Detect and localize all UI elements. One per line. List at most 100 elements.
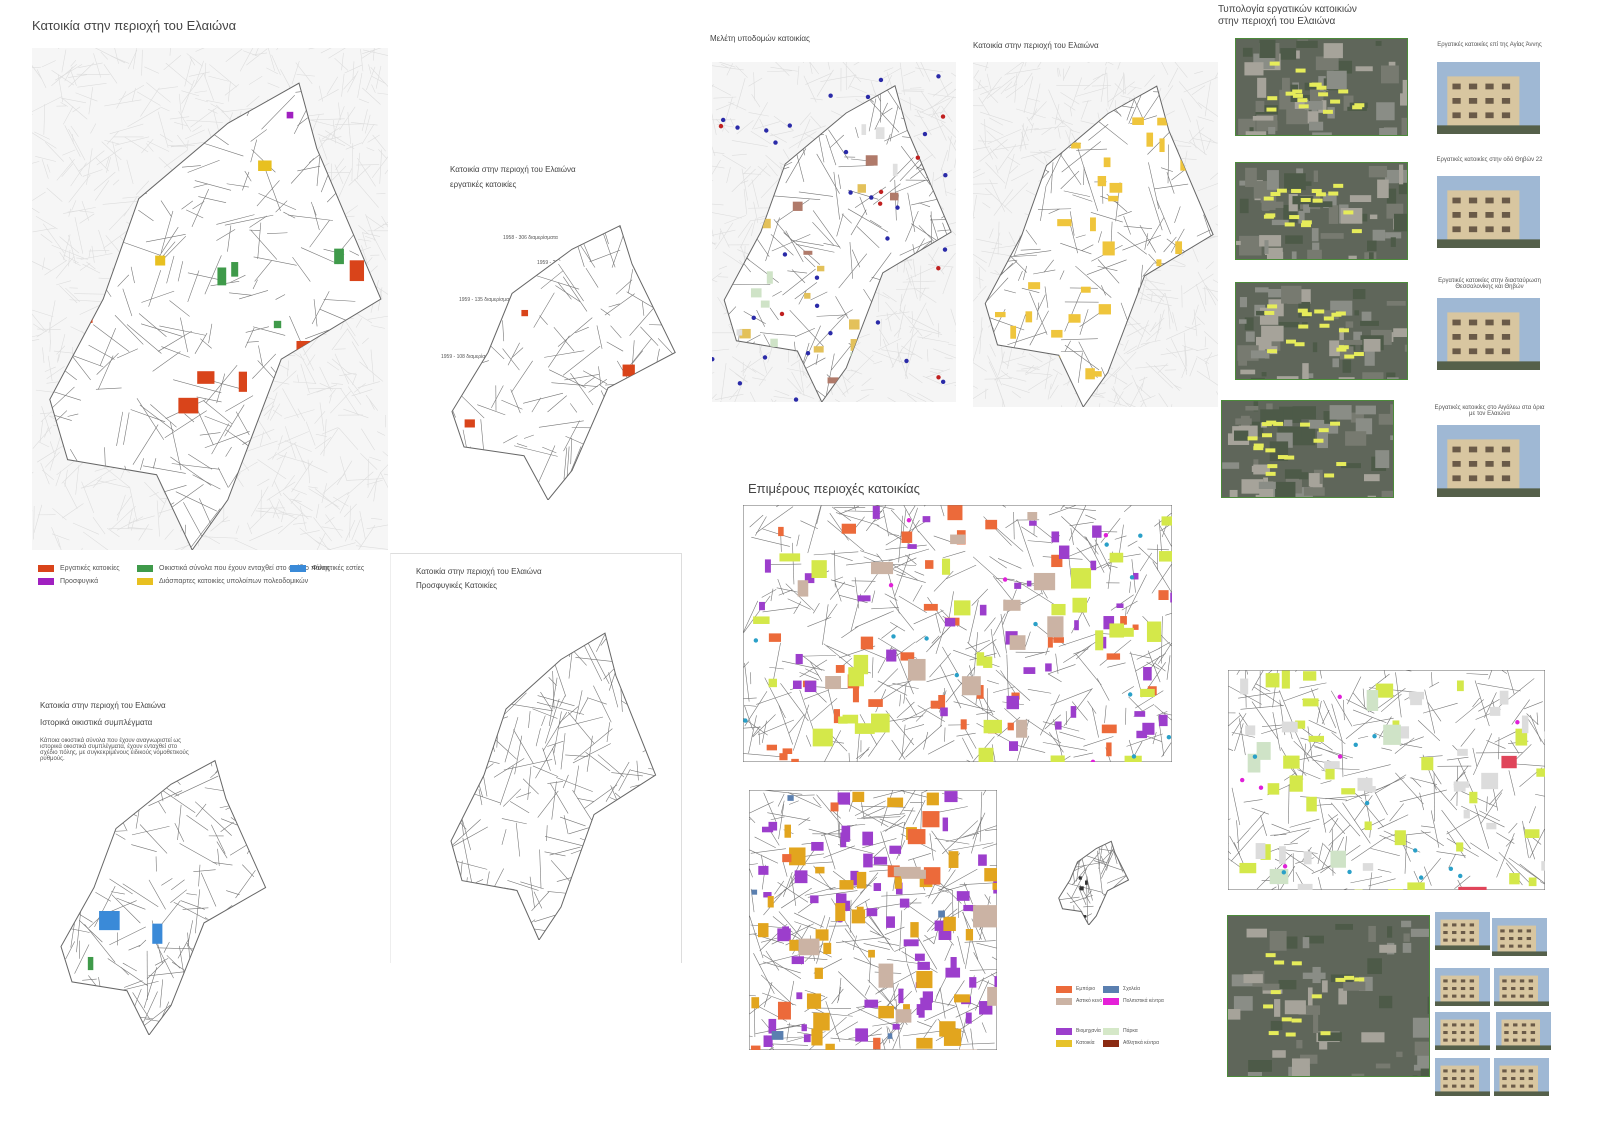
street <box>984 894 991 904</box>
street <box>854 610 894 628</box>
street <box>36 445 64 463</box>
street <box>822 604 829 646</box>
street <box>798 191 834 197</box>
street <box>452 290 467 293</box>
street <box>61 97 87 104</box>
street <box>782 268 816 296</box>
street <box>297 374 299 383</box>
street <box>249 525 283 542</box>
street <box>50 951 54 966</box>
street <box>506 213 539 214</box>
street <box>561 918 603 924</box>
street <box>729 118 734 127</box>
street <box>514 735 523 775</box>
street <box>1030 123 1034 133</box>
street <box>165 62 193 86</box>
street <box>1311 865 1332 874</box>
street <box>899 308 923 337</box>
marker <box>891 634 896 639</box>
street <box>957 936 965 965</box>
street <box>1157 363 1168 374</box>
street <box>515 822 521 857</box>
street <box>712 112 717 135</box>
street <box>805 668 820 676</box>
street <box>834 399 841 402</box>
street <box>903 70 916 77</box>
street <box>1342 699 1345 721</box>
street <box>208 760 213 767</box>
street <box>358 524 376 550</box>
street <box>33 506 35 540</box>
street <box>248 75 263 85</box>
street <box>1429 681 1440 688</box>
street <box>204 255 222 295</box>
street <box>769 130 794 137</box>
street <box>749 933 757 937</box>
block <box>622 364 635 377</box>
marker <box>843 149 849 155</box>
street <box>652 720 656 741</box>
block <box>1103 616 1115 630</box>
street <box>74 217 84 254</box>
street <box>1004 289 1016 294</box>
street <box>1427 702 1442 722</box>
street <box>132 424 159 465</box>
street <box>1036 302 1040 320</box>
street <box>539 315 548 325</box>
street <box>974 78 999 104</box>
street <box>1108 75 1124 110</box>
street <box>38 441 50 448</box>
block <box>1009 635 1026 650</box>
street <box>180 900 205 910</box>
street <box>762 961 801 974</box>
street <box>787 598 811 610</box>
block <box>1051 554 1063 568</box>
street <box>1166 323 1201 340</box>
title: Κατοικία στην περιοχή του Ελαιώνα <box>973 41 1099 50</box>
street <box>1107 662 1126 668</box>
street <box>452 460 462 477</box>
block <box>1108 195 1119 202</box>
block <box>803 250 813 255</box>
street <box>594 908 600 937</box>
street <box>188 453 213 470</box>
street <box>88 250 110 252</box>
street <box>126 324 162 354</box>
street <box>794 327 816 338</box>
street <box>1064 292 1082 332</box>
block <box>922 991 934 1003</box>
street <box>801 371 808 379</box>
street <box>768 563 802 565</box>
street <box>70 920 76 948</box>
street <box>380 464 388 473</box>
block <box>839 880 854 890</box>
street <box>914 115 924 119</box>
marker <box>1166 735 1172 740</box>
street <box>793 601 802 615</box>
street <box>488 259 526 277</box>
street <box>912 258 916 278</box>
street <box>532 765 559 777</box>
marker <box>954 672 960 678</box>
street <box>1154 505 1172 527</box>
street <box>61 981 78 1009</box>
block <box>969 977 977 988</box>
street <box>135 180 150 195</box>
street <box>1069 223 1079 254</box>
street <box>739 222 753 249</box>
street <box>368 64 372 74</box>
street <box>461 816 472 851</box>
street <box>577 634 592 639</box>
block <box>1281 670 1290 689</box>
street <box>239 290 269 300</box>
street <box>749 996 772 1024</box>
street <box>562 276 588 312</box>
street <box>1017 270 1023 281</box>
street <box>1129 653 1151 659</box>
street <box>1081 244 1094 252</box>
subtitle: Προσφυγικές Κατοικίες <box>416 581 498 590</box>
street <box>538 420 584 428</box>
street <box>116 494 126 521</box>
street <box>1011 169 1034 182</box>
street <box>65 880 71 912</box>
